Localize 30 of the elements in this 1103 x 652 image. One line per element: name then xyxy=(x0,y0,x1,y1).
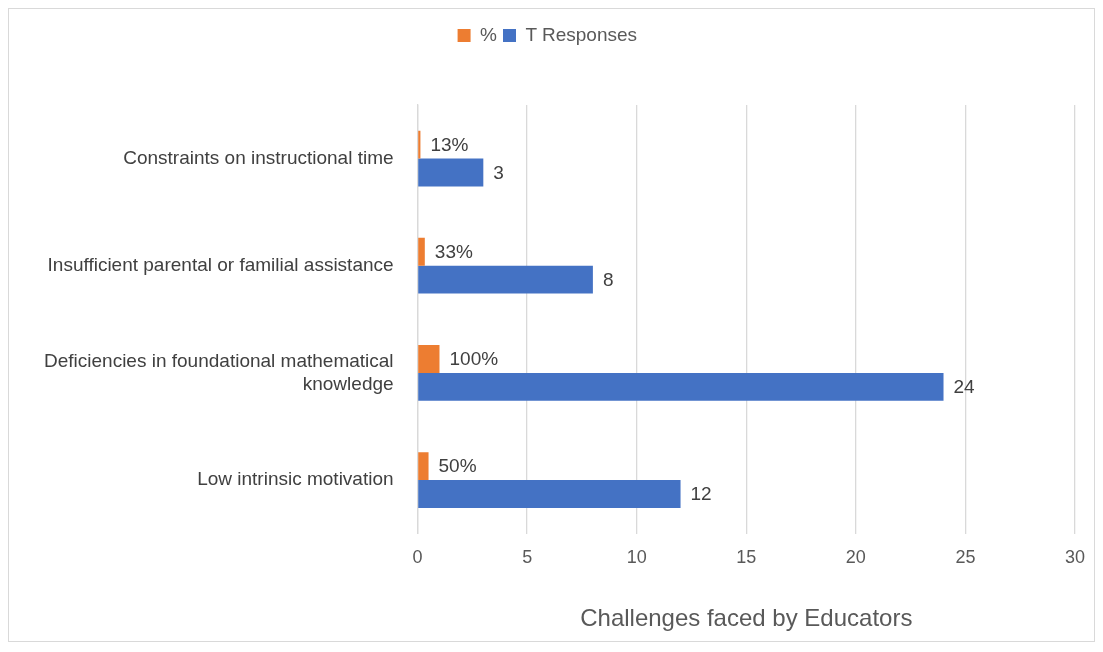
data-label: 50% xyxy=(438,455,477,477)
bar xyxy=(418,130,421,159)
x-axis-title: Challenges faced by Educators xyxy=(580,604,913,632)
x-tick-label: 5 xyxy=(522,547,533,568)
data-label: 13% xyxy=(430,133,469,155)
bar xyxy=(418,372,944,401)
data-label: 33% xyxy=(434,241,473,263)
x-tick-label: 25 xyxy=(955,547,976,568)
legend-label: % xyxy=(480,23,498,45)
data-label: 3 xyxy=(493,161,504,183)
bar xyxy=(418,345,440,373)
data-label: 12 xyxy=(690,483,712,505)
legend-label: T Responses xyxy=(525,23,638,45)
bar xyxy=(418,452,429,481)
data-label: 8 xyxy=(602,268,614,290)
x-tick-label: 10 xyxy=(626,547,647,568)
x-tick-label: 15 xyxy=(736,547,757,568)
y-tick-label: Low intrinsic motivation xyxy=(197,468,394,490)
x-tick-label: 0 xyxy=(412,547,423,568)
bar xyxy=(418,237,425,266)
bar xyxy=(418,265,593,294)
y-tick-label: Insufficient parental or familial assistance xyxy=(47,253,394,275)
data-label: 24 xyxy=(953,376,976,398)
bar xyxy=(418,158,484,187)
data-label: 100% xyxy=(449,348,499,370)
x-tick-label: 20 xyxy=(845,547,866,568)
y-tick-label: Deficiencies in foundational mathematical knowledge xyxy=(43,349,394,394)
x-tick-label: 30 xyxy=(1064,547,1086,568)
bar xyxy=(418,480,681,508)
y-tick-label: Constraints on instructional time xyxy=(123,146,394,168)
